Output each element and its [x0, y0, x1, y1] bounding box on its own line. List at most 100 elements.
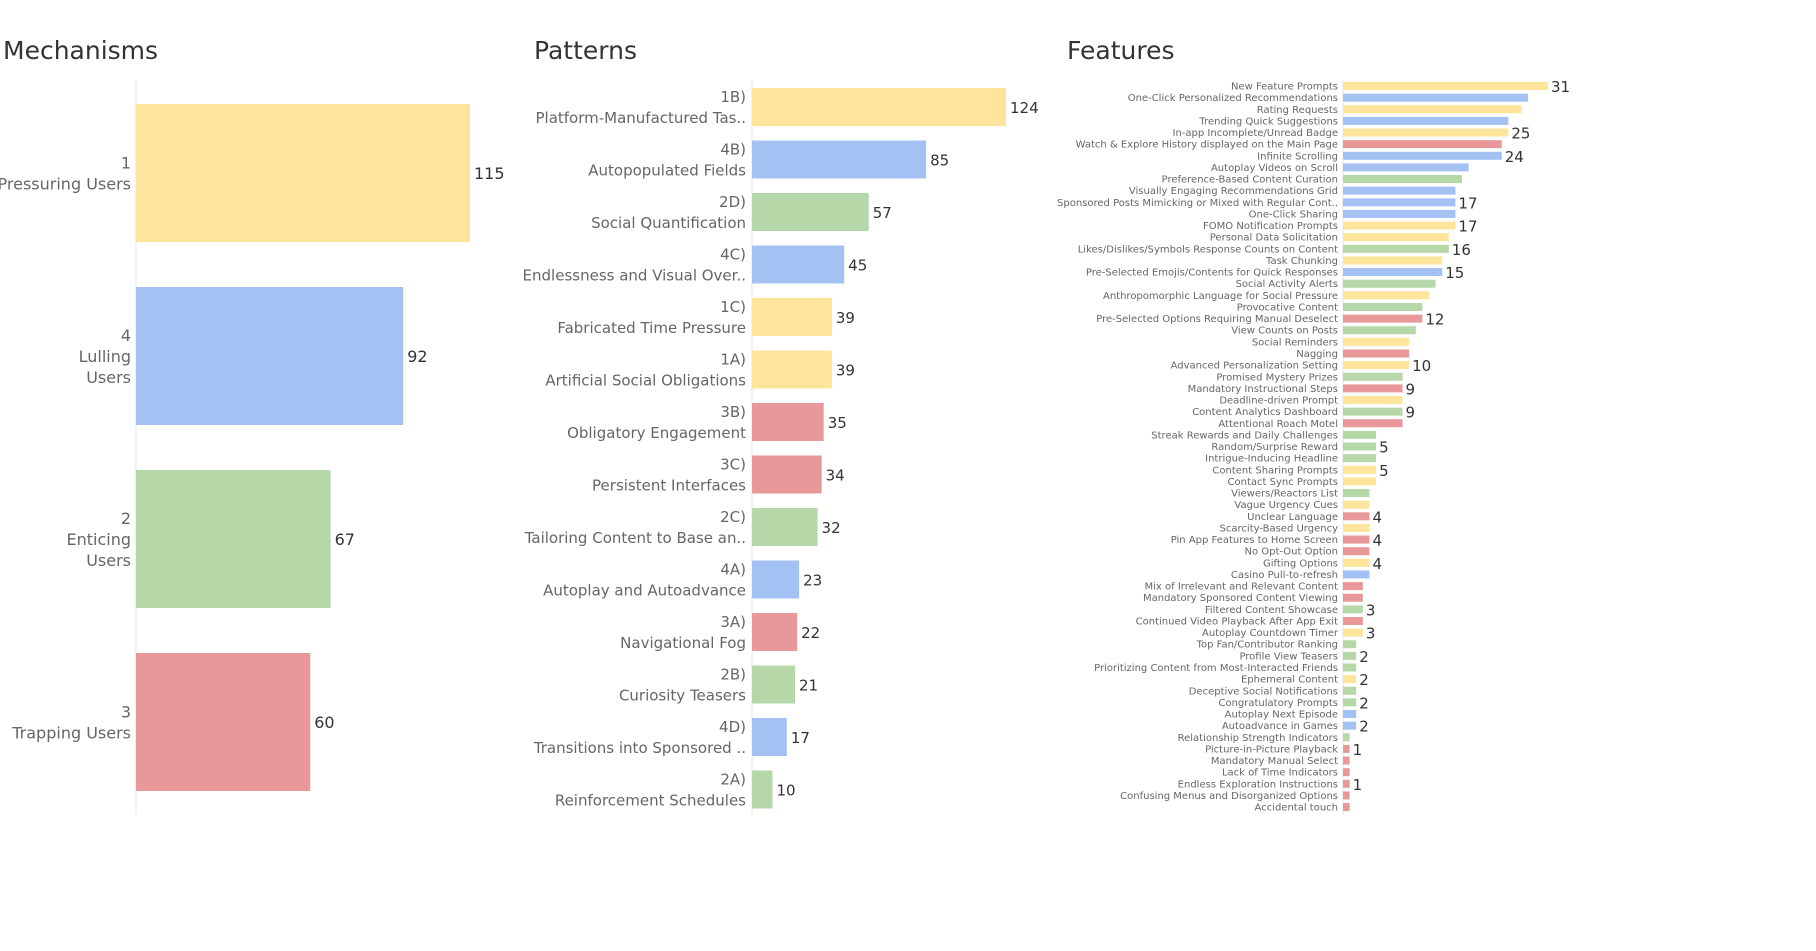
pattern-code-label: 3A) — [720, 613, 746, 631]
feature-label: Visually Engaging Recommendations Grid — [1129, 186, 1338, 197]
feature-bar — [1343, 686, 1357, 695]
mechanism-label: Lulling — [79, 347, 131, 366]
pattern-bar — [752, 403, 824, 441]
feature-label: FOMO Notification Prompts — [1203, 221, 1338, 232]
feature-label: Vague Urgency Cues — [1234, 500, 1338, 511]
feature-bar — [1343, 570, 1370, 579]
feature-bar — [1343, 512, 1370, 521]
pattern-name-label: Autoplay and Autoadvance — [543, 582, 746, 600]
pattern-code-label: 4A) — [720, 561, 746, 579]
pattern-code-label: 4B) — [720, 141, 746, 159]
feature-bar — [1343, 489, 1370, 498]
feature-bar — [1343, 221, 1456, 230]
pattern-bar — [752, 718, 787, 756]
feature-bar — [1343, 163, 1469, 172]
pattern-value-label: 57 — [873, 204, 892, 222]
feature-label: Trending Quick Suggestions — [1198, 116, 1338, 127]
feature-value-label: 4 — [1372, 532, 1382, 550]
pattern-code-label: 1B) — [720, 88, 746, 106]
feature-label: Endless Exploration Instructions — [1178, 779, 1338, 790]
feature-label: Relationship Strength Indicators — [1178, 733, 1338, 744]
feature-value-label: 16 — [1452, 241, 1471, 259]
mechanism-label: 3 — [121, 703, 131, 722]
pattern-value-label: 22 — [801, 624, 820, 642]
feature-value-label: 1 — [1353, 776, 1363, 794]
feature-label: Anthropomorphic Language for Social Pres… — [1103, 291, 1338, 302]
pattern-name-label: Reinforcement Schedules — [555, 792, 746, 810]
mechanism-value-label: 67 — [335, 530, 355, 549]
feature-value-label: 24 — [1505, 148, 1524, 166]
feature-label: Intrigue-Inducing Headline — [1205, 454, 1338, 465]
feature-label: Picture-in-Picture Playback — [1205, 744, 1338, 755]
feature-bar — [1343, 605, 1363, 614]
feature-label: Autoadvance in Games — [1222, 721, 1338, 732]
mechanism-label: Users — [86, 368, 131, 387]
feature-bar — [1343, 640, 1357, 649]
feature-bar — [1343, 291, 1429, 300]
mechanism-bar — [136, 653, 311, 791]
feature-bar — [1343, 186, 1456, 195]
feature-bar — [1343, 558, 1370, 567]
pattern-name-label: Tailoring Content to Base an.. — [524, 529, 746, 547]
feature-label: Social Reminders — [1252, 337, 1338, 348]
feature-bar — [1343, 384, 1403, 393]
feature-label: Social Activity Alerts — [1236, 279, 1338, 290]
feature-bar — [1343, 279, 1436, 288]
feature-label: Pin App Features to Home Screen — [1171, 535, 1338, 546]
pattern-name-label: Artificial Social Obligations — [545, 372, 746, 390]
mechanism-value-label: 115 — [474, 164, 505, 183]
pattern-bar — [752, 455, 822, 494]
feature-bar — [1343, 140, 1502, 149]
feature-bar — [1343, 756, 1350, 765]
pattern-value-label: 21 — [799, 677, 818, 695]
mechanism-bar — [136, 104, 470, 242]
feature-label: Content Analytics Dashboard — [1192, 407, 1338, 418]
feature-bar — [1343, 209, 1456, 218]
mechanism-bar — [136, 287, 404, 425]
feature-bar — [1343, 233, 1449, 242]
feature-label: Streak Rewards and Daily Challenges — [1151, 430, 1338, 441]
pattern-name-label: Endlessness and Visual Over.. — [523, 267, 746, 285]
feature-value-label: 3 — [1366, 625, 1376, 643]
feature-value-label: 10 — [1412, 357, 1431, 375]
feature-value-label: 9 — [1406, 404, 1416, 422]
pattern-code-label: 1C) — [720, 298, 746, 316]
pattern-code-label: 2A) — [720, 771, 746, 789]
pattern-code-label: 3B) — [720, 403, 746, 421]
mechanism-label: Enticing — [66, 530, 131, 549]
mechanisms-title: Mechanisms — [3, 36, 159, 65]
pattern-value-label: 124 — [1010, 99, 1039, 117]
feature-label: One-Click Sharing — [1249, 209, 1338, 220]
mechanism-label: Users — [86, 551, 131, 570]
feature-label: Mandatory Sponsored Content Viewing — [1143, 593, 1338, 604]
feature-bar — [1343, 593, 1363, 602]
feature-bar — [1343, 547, 1370, 556]
feature-bar — [1343, 465, 1377, 474]
patterns-title: Patterns — [534, 36, 637, 65]
feature-label: Pre-Selected Emojis/Contents for Quick R… — [1086, 268, 1338, 279]
feature-label: Mandatory Instructional Steps — [1188, 384, 1338, 395]
feature-bar — [1343, 698, 1357, 707]
feature-bar — [1343, 454, 1377, 463]
feature-bar — [1343, 779, 1350, 788]
feature-label: Task Chunking — [1265, 256, 1338, 267]
mechanism-label: 4 — [121, 326, 131, 345]
feature-bar — [1343, 663, 1357, 672]
feature-label: Contact Sync Prompts — [1228, 477, 1338, 488]
feature-label: Deceptive Social Notifications — [1189, 686, 1338, 697]
feature-label: No Opt-Out Option — [1245, 547, 1339, 558]
feature-label: Provocative Content — [1237, 302, 1338, 313]
feature-bar — [1343, 733, 1350, 742]
feature-bar — [1343, 535, 1370, 544]
pattern-bar — [752, 508, 818, 546]
feature-label: Mandatory Manual Select — [1211, 756, 1338, 767]
pattern-value-label: 32 — [822, 519, 841, 537]
feature-value-label: 4 — [1372, 555, 1382, 573]
feature-label: Mix of Irrelevant and Relevant Content — [1145, 582, 1339, 593]
pattern-value-label: 35 — [828, 414, 847, 432]
feature-bar — [1343, 442, 1377, 451]
pattern-value-label: 23 — [803, 572, 822, 590]
feature-value-label: 2 — [1359, 694, 1369, 712]
pattern-name-label: Autopopulated Fields — [588, 162, 746, 180]
feature-label: Random/Surprise Reward — [1211, 442, 1338, 453]
